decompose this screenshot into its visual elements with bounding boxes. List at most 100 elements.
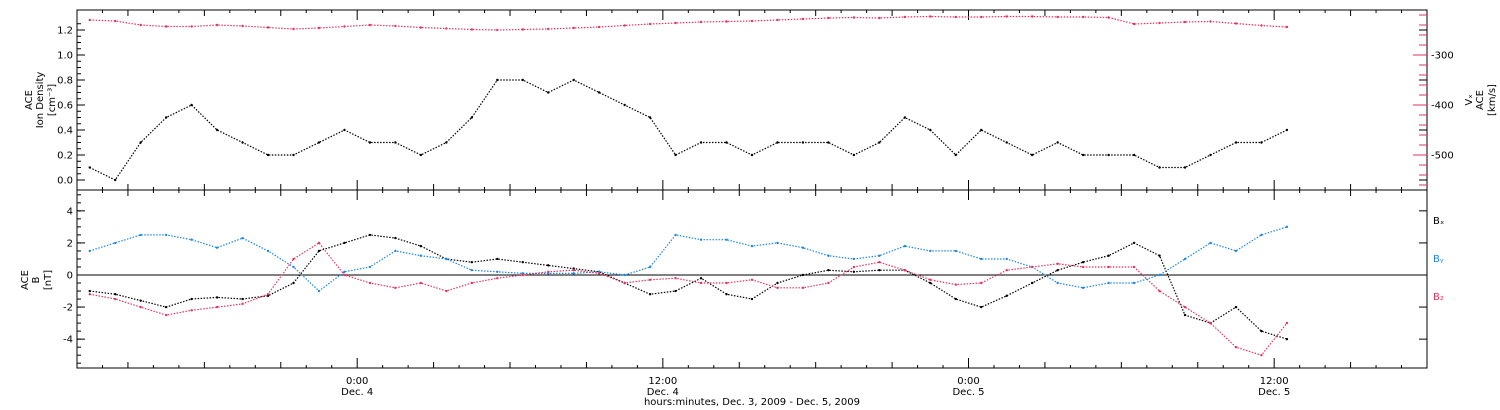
vx-point (445, 27, 448, 30)
bx-point (521, 260, 524, 264)
by-point (1005, 257, 1008, 261)
vx-point (496, 28, 499, 32)
bx-point (164, 305, 168, 309)
by-point (368, 265, 372, 269)
bx-trace (89, 234, 1288, 340)
vx-point (470, 28, 474, 31)
vx-trace (89, 15, 1287, 31)
ion-density-point (292, 153, 295, 157)
bottom-ytick-label-4: 4 (67, 206, 73, 217)
bz-point (496, 276, 499, 280)
vx-point (750, 19, 754, 23)
vx-point (114, 19, 117, 23)
by-point (878, 254, 881, 257)
by-point (623, 273, 626, 277)
bx-point (547, 264, 550, 267)
by-point (1260, 233, 1263, 237)
by-point (88, 249, 91, 253)
vx-point (1081, 15, 1085, 19)
bottom-ytick-label-1: -2 (63, 303, 73, 314)
ion-density-point (1285, 128, 1289, 132)
ion-density-point (1260, 141, 1263, 144)
top-ytick-label-0: 0.0 (57, 176, 73, 187)
bx-point (241, 297, 244, 301)
bx-point (317, 249, 321, 253)
bx-point (114, 293, 117, 296)
bz-point (1158, 289, 1161, 293)
by-point (266, 249, 270, 253)
bz-point (1030, 265, 1034, 269)
top-ytick-label-1: 0.2 (57, 151, 73, 162)
ion-density-point (827, 141, 830, 144)
by-point (470, 268, 474, 272)
bz-point (317, 241, 321, 245)
bz-point (929, 278, 932, 282)
bz-point (1183, 305, 1187, 309)
by-point (1209, 241, 1212, 245)
data-marks (88, 15, 1289, 357)
bx-point (1132, 241, 1136, 245)
bz-point (88, 293, 91, 296)
vx-point (623, 24, 626, 27)
by-point (852, 257, 856, 261)
bz-point (572, 268, 575, 272)
ion-density-point (929, 128, 932, 132)
bz-point (903, 268, 907, 272)
vx-point (648, 22, 652, 26)
by-point (419, 254, 423, 257)
vx-point (1183, 20, 1187, 24)
vx-point (419, 26, 423, 29)
bx-point (929, 281, 932, 285)
bz-point (241, 302, 244, 306)
x-tick-time-0: 0:00 (346, 376, 368, 387)
bx-point (827, 268, 830, 272)
bottom-y-ticks: -4 -2 0 2 4 (63, 194, 1427, 364)
bx-point (1081, 260, 1085, 264)
by-point (725, 238, 728, 241)
ion-density-point (317, 141, 321, 144)
by-point (445, 257, 448, 261)
legend-by: Bᵧ (1433, 254, 1444, 265)
vx-point (597, 25, 601, 29)
ion-density-point (215, 128, 219, 132)
ion-density-point (750, 153, 754, 157)
by-trace (89, 226, 1288, 292)
ion-density-point (241, 141, 244, 144)
ion-density-point (496, 78, 499, 82)
ion-density-point (394, 141, 397, 144)
bx-point (215, 296, 219, 299)
top-ytick-label-4: 0.8 (57, 76, 73, 87)
bz-point (725, 281, 728, 285)
ion-density-point (572, 78, 575, 82)
bx-point (750, 297, 754, 301)
bx-point (725, 293, 728, 296)
bx-point (190, 297, 193, 301)
ion-density-point (1056, 141, 1059, 144)
ion-density-point (699, 141, 703, 144)
ion-density-point (114, 178, 117, 182)
bz-point (419, 281, 423, 285)
top-ylabel-line-3: [cm⁻³] (47, 84, 58, 116)
ion-density-point (190, 103, 193, 107)
bz-point (827, 281, 830, 285)
by-point (776, 241, 779, 245)
vx-point (368, 23, 372, 27)
vx-point (801, 17, 805, 21)
ion-density-point (980, 128, 983, 132)
vx-point (190, 25, 193, 28)
vx-point (215, 23, 219, 27)
ion-density-point (1183, 166, 1187, 169)
bx-point (1107, 254, 1110, 257)
bz-point (445, 289, 448, 293)
bz-point (1107, 265, 1110, 269)
vx-point (88, 18, 91, 22)
bz-point (114, 297, 117, 301)
bz-point (1285, 321, 1289, 325)
bx-point (1285, 337, 1289, 341)
x-tick-date-3: Dec. 5 (1258, 387, 1290, 398)
top-ylabel-line-2: Ion Density (35, 72, 46, 129)
bz-point (954, 283, 957, 286)
by-point (903, 244, 907, 248)
ion-density-point (419, 153, 423, 157)
ion-density-point (521, 78, 524, 82)
